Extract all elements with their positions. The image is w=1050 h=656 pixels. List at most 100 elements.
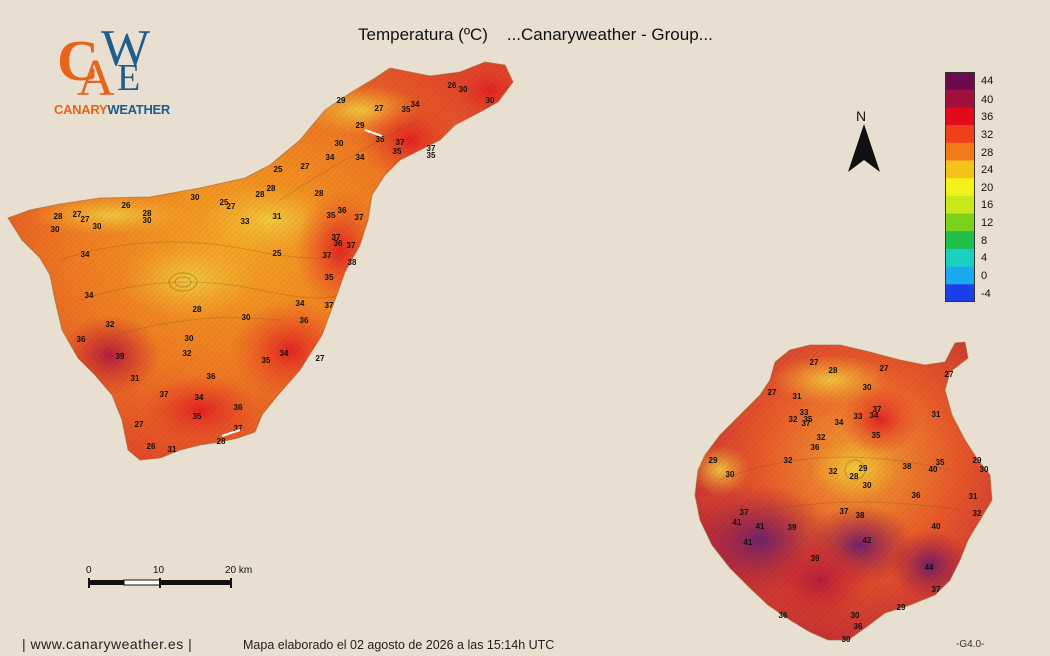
station-temperature: 37 [427, 144, 436, 153]
footer-website: | www.canaryweather.es | [22, 636, 193, 652]
station-temperature: 27 [81, 215, 90, 224]
station-temperature: 30 [863, 383, 872, 392]
station-temperature: 28 [315, 189, 324, 198]
station-temperature: 36 [207, 372, 216, 381]
station-temperature: 28 [54, 212, 63, 221]
station-temperature: 31 [168, 445, 177, 454]
scale-label-10: 10 [153, 565, 165, 576]
station-temperature: 37 [234, 424, 243, 433]
station-temperature: 37 [332, 233, 341, 242]
station-temperature: 27 [227, 202, 236, 211]
station-temperature: 31 [273, 212, 282, 221]
station-temperature: 27 [73, 210, 82, 219]
legend-band [945, 195, 975, 215]
scale-label-0: 0 [86, 565, 92, 576]
station-temperature: 37 [802, 419, 811, 428]
station-temperature: 35 [427, 151, 436, 160]
logo-letter-w: W [101, 20, 150, 77]
station-temperature: 27 [316, 354, 325, 363]
legend-band [945, 125, 975, 144]
station-temperature: 26 [448, 81, 457, 90]
station-temperature: 34 [85, 291, 94, 300]
station-temperature: 33 [800, 408, 809, 417]
station-temperature: 30 [486, 96, 495, 105]
station-temperature: 27 [945, 370, 954, 379]
station-temperature: 36 [77, 335, 86, 344]
station-temperature: 35 [872, 431, 881, 440]
logo-letter-e: E [117, 57, 140, 99]
station-temperature: 37 [323, 251, 332, 260]
station-temperature: 28 [850, 472, 859, 481]
station-temperature: 32 [817, 433, 826, 442]
station-temperature: 32 [789, 415, 798, 424]
scale-label-20: 20 km [225, 565, 253, 576]
station-temperature: 28 [267, 184, 276, 193]
station-temperature: 31 [969, 492, 978, 501]
station-temperature: 29 [337, 96, 346, 105]
station-temperature: 41 [733, 518, 742, 527]
version-label: -G4.0- [956, 639, 985, 650]
legend-label: 16 [981, 199, 994, 211]
station-temperature: 27 [768, 388, 777, 397]
station-temperature: 34 [411, 100, 420, 109]
station-temperature: 39 [811, 554, 820, 563]
station-temperature: 25 [220, 198, 229, 207]
legend-label: 40 [981, 94, 994, 106]
station-temperature: 38 [856, 511, 865, 520]
station-temperature: 36 [334, 239, 343, 248]
station-temperature: 41 [756, 522, 765, 531]
station-temperature: 32 [784, 456, 793, 465]
map-title: Temperatura (ºC) ...Canaryweather - Grou… [358, 25, 713, 44]
station-temperature: 28 [143, 209, 152, 218]
legend-label: 28 [981, 147, 994, 159]
north-arrow-icon [848, 124, 880, 172]
station-temperature: 41 [744, 538, 753, 547]
station-temperature: 37 [396, 138, 405, 147]
station-temperature: 29 [897, 603, 906, 612]
footer-date: Mapa elaborado el 02 agosto de 2026 a la… [243, 638, 555, 652]
station-temperature: 35 [262, 356, 271, 365]
legend-band [945, 284, 975, 302]
road-marker [221, 429, 241, 437]
station-temperature: 35 [193, 412, 202, 421]
station-temperature: 36 [779, 611, 788, 620]
canaryweather-logo: C A W E [57, 20, 150, 107]
station-temperature: 37 [325, 301, 334, 310]
station-temperature: 35 [804, 415, 813, 424]
station-temperature: 44 [925, 563, 934, 572]
station-temperature: 36 [300, 316, 309, 325]
legend-band [945, 142, 975, 161]
north-label: N [856, 108, 867, 124]
station-temperature: 29 [709, 456, 718, 465]
station-temperature: 40 [932, 522, 941, 531]
station-temperature: 28 [256, 190, 265, 199]
station-temperature: 36 [338, 206, 347, 215]
station-temperature: 37 [347, 241, 356, 250]
station-temperature: 29 [859, 464, 868, 473]
station-temperature: 27 [880, 364, 889, 373]
station-temperature: 40 [929, 465, 938, 474]
station-temperature: 33 [854, 412, 863, 421]
station-temperature: 42 [863, 536, 872, 545]
station-temperature: 27 [135, 420, 144, 429]
station-temperature: 26 [122, 201, 131, 210]
legend-band [945, 72, 975, 91]
station-temperature: 32 [829, 467, 838, 476]
legend-label: -4 [981, 288, 991, 300]
station-temperature: 31 [131, 374, 140, 383]
station-temperature: 39 [116, 352, 125, 361]
station-temperature: 34 [870, 411, 879, 420]
legend-band [945, 248, 975, 268]
station-temperature: 32 [183, 349, 192, 358]
station-temperature: 34 [81, 250, 90, 259]
station-temperature: 36 [912, 491, 921, 500]
legend-label: 0 [981, 270, 988, 282]
legend-label: 36 [981, 111, 994, 123]
temperature-legend [945, 72, 975, 302]
legend-label: 4 [981, 252, 988, 264]
logo-letter-a: A [77, 50, 115, 107]
station-temperature: 37 [740, 508, 749, 517]
station-temperature: 30 [185, 334, 194, 343]
station-temperature: 31 [793, 392, 802, 401]
